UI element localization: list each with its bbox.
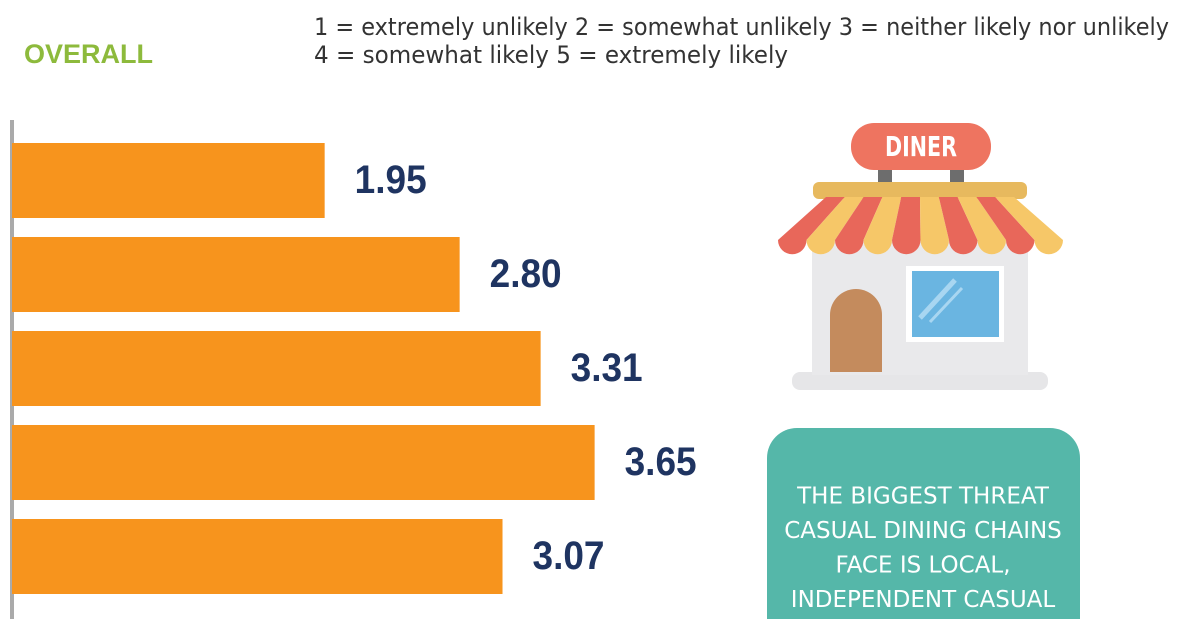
- callout-text: INDEPENDENT CASUAL: [791, 587, 1056, 613]
- infographic: OVERALL 1 = extremely unlikely 2 = somew…: [0, 0, 1188, 619]
- callout-text: FACE IS LOCAL,: [835, 553, 1010, 579]
- scale-note: 4 = somewhat likely 5 = extremely likely: [314, 41, 788, 69]
- bar: [12, 237, 460, 312]
- bar: [12, 425, 595, 500]
- chart-title: OVERALL: [24, 39, 153, 69]
- diner-sign: DINER: [885, 130, 957, 163]
- bar: [12, 519, 503, 594]
- callout-text: CASUAL DINING CHAINS: [784, 518, 1062, 544]
- bar: [12, 331, 541, 406]
- page: {"chart_data": {"type": "bar", "orientat…: [0, 0, 1188, 619]
- scale-note: 1 = extremely unlikely 2 = somewhat unli…: [314, 13, 1169, 41]
- diner-illustration: DINER: [778, 123, 1063, 390]
- value-label: 3.31: [571, 346, 643, 390]
- value-label: 1.95: [355, 158, 427, 202]
- value-label: 3.65: [625, 440, 697, 484]
- callout-text: THE BIGGEST THREAT: [796, 484, 1050, 510]
- value-label: 2.80: [490, 252, 562, 296]
- value-label: 3.07: [533, 534, 605, 578]
- bar: [12, 143, 325, 218]
